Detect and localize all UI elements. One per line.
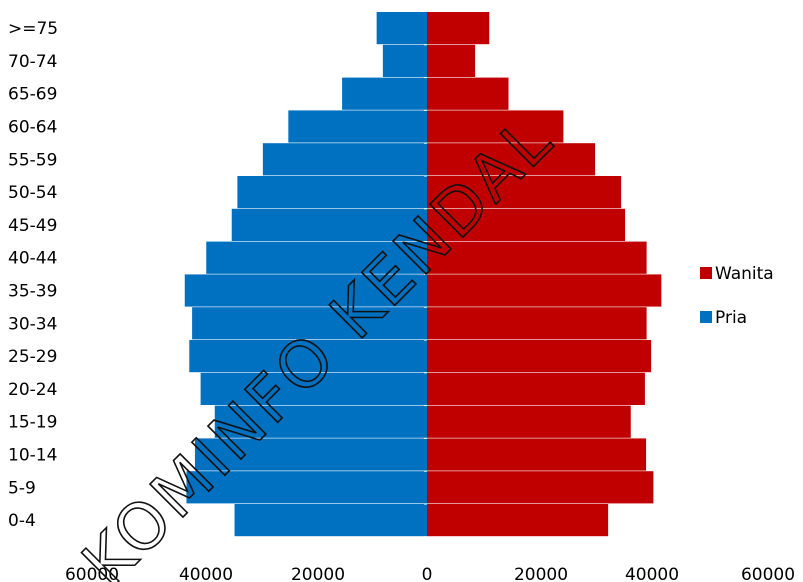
y-tick-label: 30-34 [8,314,57,334]
pria-bar-65-69 [342,77,427,110]
pria-bar-5-9 [186,471,427,504]
wanita-bar-15-19 [427,405,631,438]
y-tick-label: 65-69 [8,85,57,105]
wanita-bar-30-34 [427,307,647,340]
wanita-bar-50-54 [427,176,622,209]
x-tick-label: 0 [422,565,433,582]
legend-label-pria: Pria [715,308,747,328]
wanita-bar-5-9 [427,471,654,504]
wanita-bar-40-44 [427,241,647,274]
x-tick-label: 60000 [65,565,119,582]
x-tick-label: 40000 [179,565,233,582]
legend-swatch-wanita [700,267,712,279]
y-tick-label: 45-49 [8,216,57,236]
pria-bar-25-29 [189,340,427,373]
pria-bar->=75 [376,12,427,45]
pria-bar-50-54 [237,176,427,209]
y-axis-labels: 0-4 5-9 10-14 15-19 20-24 25-29 30-34 35-39 40-4… [8,19,58,531]
y-tick-label: 55-59 [8,150,57,170]
y-tick-label: 5-9 [8,478,36,498]
wanita-bar-10-14 [427,438,647,471]
legend-swatch-pria [700,311,712,323]
pria-bar-20-24 [200,372,427,405]
y-tick-label: 0-4 [8,511,36,531]
x-axis-labels: 60000 40000 20000 0 20000 40000 60000 [65,565,795,582]
y-tick-label: 50-54 [8,183,57,203]
x-tick-label: 40000 [625,565,679,582]
wanita-bar-20-24 [427,372,645,405]
y-axis-ticks [424,44,427,538]
pria-bar-30-34 [192,307,427,340]
wanita-bar-0-4 [427,504,609,537]
pria-bars [184,12,427,537]
y-tick-label: 10-14 [8,446,57,466]
pria-bar-55-59 [262,143,427,176]
legend-label-wanita: Wanita [715,264,774,284]
y-tick-label: 20-24 [8,380,57,400]
pria-bar-45-49 [231,208,427,241]
pria-bar-15-19 [214,405,427,438]
x-tick-label: 20000 [291,565,345,582]
pria-bar-60-64 [288,110,427,143]
wanita-bar->=75 [427,12,490,45]
y-tick-label: 25-29 [8,347,57,367]
y-tick-label: >=75 [8,19,58,39]
y-tick-label: 35-39 [8,282,57,302]
y-tick-label: 70-74 [8,52,57,72]
wanita-bar-60-64 [427,110,564,143]
wanita-bar-45-49 [427,208,626,241]
wanita-bars [427,12,662,537]
pria-bar-70-74 [382,44,427,77]
y-tick-label: 60-64 [8,118,57,138]
y-tick-label: 40-44 [8,249,57,269]
x-tick-label: 60000 [741,565,795,582]
pria-bar-40-44 [206,241,427,274]
y-tick-label: 15-19 [8,413,57,433]
x-tick-label: 20000 [514,565,568,582]
pria-bar-35-39 [184,274,427,307]
wanita-bar-70-74 [427,44,476,77]
wanita-bar-35-39 [427,274,662,307]
legend: Wanita Pria [700,264,774,328]
pria-bar-0-4 [234,504,427,537]
wanita-bar-65-69 [427,77,509,110]
wanita-bar-25-29 [427,340,652,373]
pria-bar-10-14 [194,438,427,471]
wanita-bar-55-59 [427,143,596,176]
